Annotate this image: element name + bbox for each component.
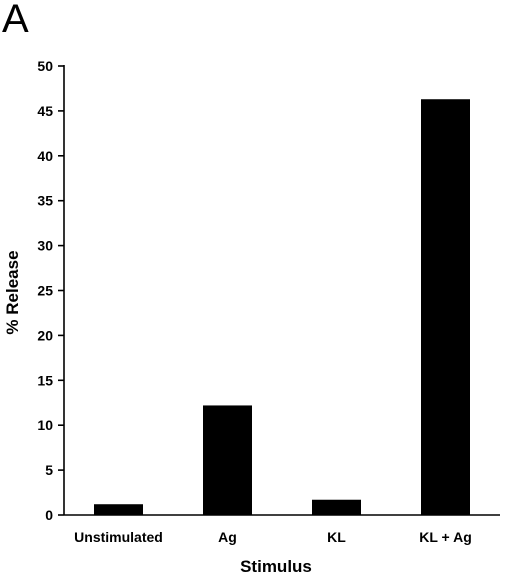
y-tick-label: 0 xyxy=(45,507,53,523)
bar xyxy=(94,504,143,515)
x-tick-label: Unstimulated xyxy=(74,529,163,545)
y-tick-label: 50 xyxy=(37,58,53,74)
x-axis-title: Stimulus xyxy=(240,557,312,576)
y-tick-label: 15 xyxy=(37,372,53,388)
x-tick-label: Ag xyxy=(218,529,237,545)
y-tick-label: 40 xyxy=(37,148,53,164)
y-tick-label: 5 xyxy=(45,462,53,478)
x-tick-label: KL xyxy=(327,529,346,545)
x-axis-tick-labels: Unstimulated Ag KL KL + Ag xyxy=(74,529,472,545)
bar xyxy=(203,405,252,515)
y-axis-title: % Release xyxy=(3,250,22,334)
y-tick-label: 10 xyxy=(37,417,53,433)
x-tick-label: KL + Ag xyxy=(419,529,472,545)
y-tick-label: 20 xyxy=(37,327,53,343)
y-axis-ticks: 0 5 10 15 20 25 30 35 40 45 50 xyxy=(37,58,64,523)
panel-label: A xyxy=(2,0,29,41)
y-tick-label: 30 xyxy=(37,238,53,254)
y-tick-label: 25 xyxy=(37,283,53,299)
y-tick-label: 45 xyxy=(37,103,53,119)
bar xyxy=(312,499,361,515)
bar xyxy=(421,99,470,515)
bars xyxy=(94,99,470,515)
y-tick-label: 35 xyxy=(37,193,53,209)
